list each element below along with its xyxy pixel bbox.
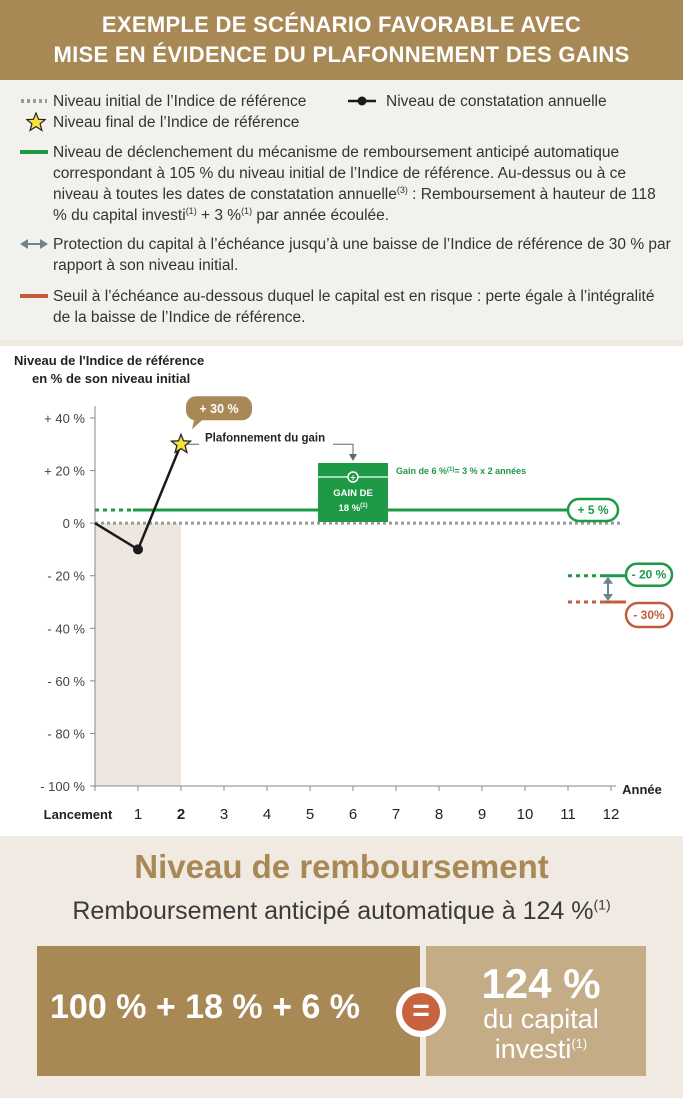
- section-divider: [0, 340, 683, 346]
- result-value: 124 %: [481, 960, 601, 1007]
- header-line-2: MISE EN ÉVIDENCE DU PLAFONNEMENT DES GAI…: [53, 42, 630, 67]
- gain-note: Gain de 6 %(1)= 3 % x 2 années: [396, 466, 526, 476]
- trigger-badge: [566, 497, 620, 523]
- double-arrow-icon: [20, 239, 48, 249]
- x-tick-label: Lancement: [44, 807, 113, 822]
- equals-sign: =: [402, 993, 440, 1031]
- star-icon: [26, 112, 46, 132]
- y-tick-label: 0 %: [63, 516, 86, 531]
- protection-badge: [624, 562, 674, 587]
- risk-badge-label: - 30%: [633, 608, 665, 622]
- protection-badge-label: - 20 %: [632, 568, 667, 582]
- x-tick-label: 8: [435, 806, 443, 823]
- protection-arrow-down: [603, 594, 613, 601]
- cap-bubble: [185, 396, 252, 430]
- header-line-1: EXEMPLE DE SCÉNARIO FAVORABLE AVEC: [101, 12, 582, 37]
- result-caption-line-2: investi(1): [494, 1034, 588, 1064]
- formula-text: 100 % + 18 % + 6 %: [50, 988, 360, 1026]
- y-tick-label: - 100 %: [40, 779, 85, 794]
- y-axis-label-line-2: en % de son niveau initial: [32, 371, 190, 386]
- y-tick-label: - 80 %: [47, 726, 85, 741]
- y-axis-label-line-1: Niveau de l'Indice de référence: [14, 353, 204, 368]
- cap-note-bg: [199, 429, 333, 446]
- cap-note: Plafonnement du gain: [205, 432, 325, 444]
- y-tick-label: - 40 %: [47, 621, 85, 636]
- risk-badge: [624, 601, 674, 629]
- x-tick-label: 11: [560, 806, 576, 823]
- rust-line-icon: [20, 294, 48, 298]
- result-subtitle: Remboursement anticipé automatique à 124…: [72, 896, 611, 925]
- plus-circle-icon: [347, 471, 359, 483]
- dotted-line-icon: [21, 99, 47, 103]
- x-tick-label: 6: [349, 806, 357, 823]
- page-header: EXEMPLE DE SCÉNARIO FAVORABLE AVEC MISE …: [0, 0, 683, 80]
- result-caption-line-1: du capital: [483, 1004, 599, 1034]
- x-tick-label: 4: [263, 806, 271, 823]
- plot-area: + 40 % + 20 % 0 % - 20 % - 40 % - 60 % - 80 % -…: [40, 396, 674, 823]
- line-dot-icon: [348, 96, 376, 106]
- trigger-badge-label: + 5 %: [577, 503, 608, 517]
- x-tick-label: 9: [478, 806, 486, 823]
- gain-box-label-1: GAIN DE: [333, 488, 373, 499]
- x-tick-label: 3: [220, 806, 228, 823]
- x-tick-label: 10: [517, 806, 534, 823]
- x-tick-label: 1: [134, 806, 142, 823]
- protection-arrow-up: [603, 576, 613, 584]
- green-line-icon: [20, 150, 48, 154]
- y-tick-label: - 60 %: [47, 674, 85, 689]
- legend-panel: Niveau initial de l’Indice de référence …: [0, 80, 683, 340]
- x-tick-label: 12: [603, 806, 620, 823]
- x-tick-label: 2: [177, 806, 185, 823]
- legend-risk-label: Seuil à l’échéance au-dessous duquel le …: [53, 288, 655, 326]
- result-title: Niveau de remboursement: [134, 848, 549, 885]
- legend-final-label: Niveau final de l’Indice de référence: [53, 114, 300, 131]
- y-tick-label: + 40 %: [44, 411, 85, 426]
- shaded-period: [95, 523, 181, 786]
- final-level-star: [169, 432, 193, 454]
- plus-icon: +: [350, 473, 355, 483]
- legend-protection-label: Protection du capital à l’échéance jusqu…: [53, 236, 671, 274]
- formula-box: [37, 946, 420, 1076]
- cap-bubble-label: + 30 %: [199, 402, 238, 416]
- x-axis-label: Année: [622, 782, 662, 797]
- y-tick-label: + 20 %: [44, 464, 85, 479]
- annual-point: [133, 544, 143, 555]
- result-caption: du capital investi(1): [426, 1004, 656, 1064]
- y-tick-label: - 20 %: [47, 569, 85, 584]
- legend-trigger-label: Niveau de déclenchement du mécanisme de …: [53, 144, 656, 224]
- gain-box-label-2: 18 %(1): [339, 503, 368, 514]
- x-tick-label: 7: [392, 806, 400, 823]
- equals-icon: =: [396, 987, 446, 1037]
- index-chart: Niveau de l'Indice de référence en % de …: [14, 353, 674, 823]
- legend-initial-label: Niveau initial de l’Indice de référence: [53, 93, 307, 110]
- result-box: [426, 946, 646, 1076]
- cap-arrowhead: [349, 454, 357, 461]
- cap-connector: [185, 443, 354, 455]
- x-tick-label: 5: [306, 806, 314, 823]
- legend-annual-label: Niveau de constatation annuelle: [386, 93, 607, 110]
